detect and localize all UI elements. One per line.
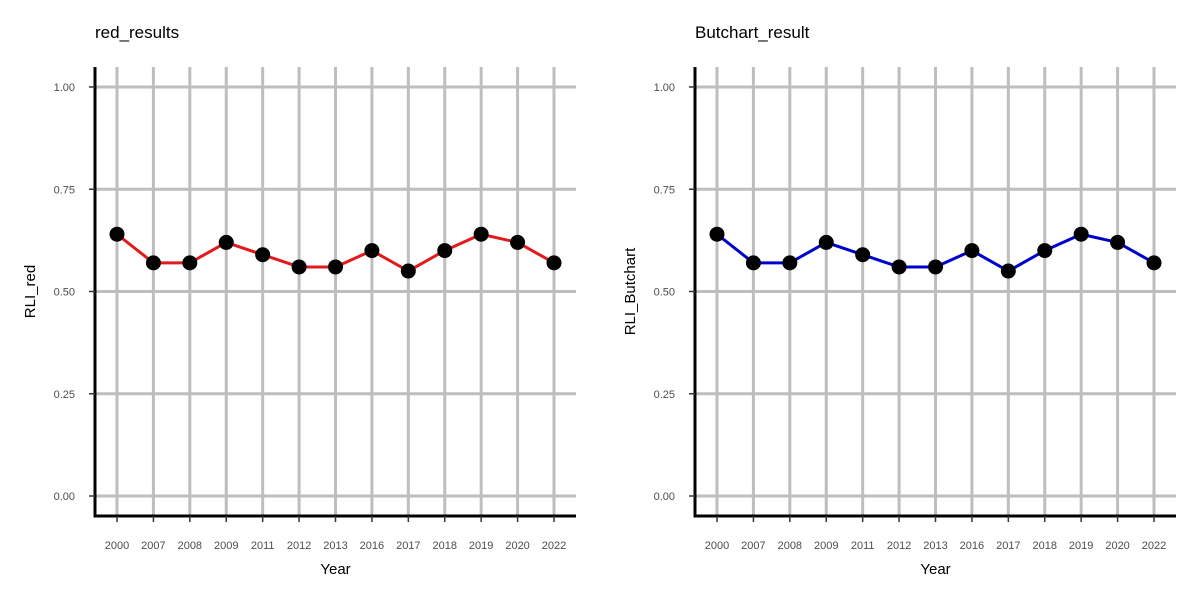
data-point-2007 (145, 255, 161, 271)
x-tick-label-2022: 2022 (542, 540, 566, 552)
x-tick-label-2013: 2013 (923, 540, 947, 552)
data-point-2017 (400, 263, 416, 279)
x-tick-label-2022: 2022 (1142, 540, 1166, 552)
data-point-2016 (964, 243, 980, 259)
y-tick-label-3: 0.75 (654, 184, 675, 196)
x-tick-label-2018: 2018 (433, 540, 457, 552)
x-tick-label-2007: 2007 (741, 540, 765, 552)
data-point-2022 (546, 255, 562, 271)
data-point-2020 (1110, 234, 1126, 250)
data-point-2019 (1073, 226, 1089, 242)
x-axis-title: Year (320, 561, 350, 578)
data-point-2012 (291, 259, 307, 275)
x-tick-label-2009: 2009 (214, 540, 238, 552)
data-point-2019 (473, 226, 489, 242)
y-axis-title: RLI_red (22, 265, 39, 318)
x-tick-label-2016: 2016 (360, 540, 384, 552)
y-tick-label-3: 0.75 (54, 184, 75, 196)
y-tick-label-1: 0.25 (54, 389, 75, 401)
chart-panel-2: 0.00 0.25 0.50 0.75 1.00 2000 2007 2008 2009 2011… (622, 23, 1176, 578)
y-tick-label-0: 0.00 (54, 491, 75, 503)
y-tick-label-1: 0.25 (654, 389, 675, 401)
data-point-2011 (855, 247, 871, 263)
data-point-2011 (255, 247, 271, 263)
data-point-2013 (328, 259, 343, 275)
x-tick-label-2017: 2017 (996, 540, 1020, 552)
x-tick-label-2013: 2013 (323, 540, 347, 552)
data-point-2008 (182, 255, 198, 271)
x-tick-label-2018: 2018 (1033, 540, 1057, 552)
y-tick-label-4: 1.00 (54, 82, 75, 94)
x-tick-label-2020: 2020 (505, 540, 529, 552)
data-point-2000 (109, 226, 125, 242)
data-point-2012 (891, 259, 907, 275)
x-tick-label-2019: 2019 (469, 540, 493, 552)
data-point-2018 (437, 243, 453, 259)
x-tick-label-2007: 2007 (141, 540, 165, 552)
chart-panel-1: 0.00 0.25 0.50 0.75 1.00 2000 2007 2008 2009 2011… (22, 23, 576, 578)
data-point-2017 (1000, 263, 1016, 279)
y-axis-title: RLI_Butchart (622, 247, 639, 335)
x-tick-label-2008: 2008 (778, 540, 802, 552)
x-tick-label-2016: 2016 (960, 540, 984, 552)
data-point-2007 (745, 255, 761, 271)
y-tick-label-2: 0.50 (54, 287, 75, 299)
x-tick-label-2011: 2011 (251, 540, 275, 552)
x-tick-label-2008: 2008 (178, 540, 202, 552)
y-tick-label-4: 1.00 (654, 82, 675, 94)
data-point-2016 (364, 243, 380, 259)
data-point-2013 (928, 259, 943, 275)
data-point-2018 (1037, 243, 1053, 259)
data-point-2000 (709, 226, 725, 242)
data-point-2020 (510, 234, 526, 250)
x-tick-label-2020: 2020 (1105, 540, 1129, 552)
y-tick-label-0: 0.00 (654, 491, 675, 503)
y-tick-label-2: 0.50 (654, 287, 675, 299)
x-tick-label-2000: 2000 (105, 540, 129, 552)
data-point-2022 (1146, 255, 1162, 271)
x-tick-label-2019: 2019 (1069, 540, 1093, 552)
data-point-2009 (818, 234, 834, 250)
data-point-2008 (782, 255, 798, 271)
x-tick-label-2012: 2012 (887, 540, 911, 552)
x-axis-title: Year (920, 561, 950, 578)
x-tick-label-2012: 2012 (287, 540, 311, 552)
x-tick-label-2011: 2011 (851, 540, 875, 552)
chart-title: Butchart_result (695, 23, 810, 42)
x-tick-label-2000: 2000 (705, 540, 729, 552)
x-tick-label-2009: 2009 (814, 540, 838, 552)
x-tick-label-2017: 2017 (396, 540, 420, 552)
data-point-2009 (218, 234, 234, 250)
chart-title: red_results (95, 23, 179, 42)
